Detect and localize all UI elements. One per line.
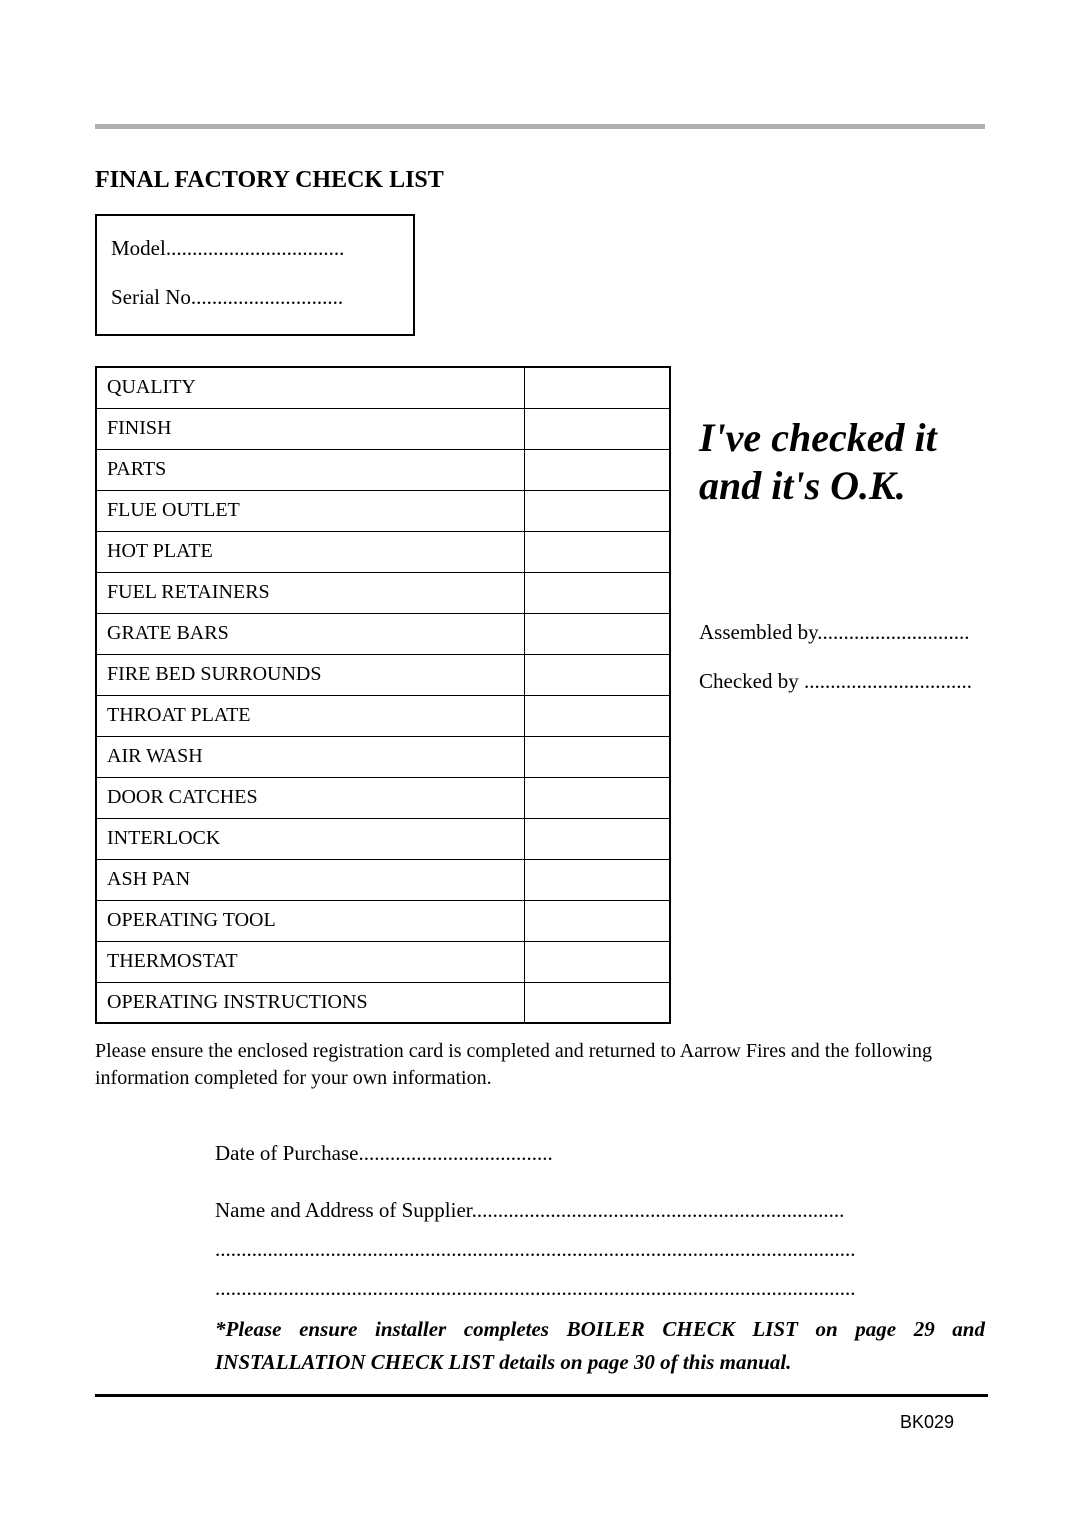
- ok-line-2: and it's O.K.: [699, 462, 972, 510]
- table-row: QUALITY: [96, 367, 670, 408]
- table-row: OPERATING INSTRUCTIONS: [96, 982, 670, 1023]
- checklist-item-label: THERMOSTAT: [96, 941, 524, 982]
- ok-line-1: I've checked it: [699, 414, 972, 462]
- checklist-item-checkbox[interactable]: [524, 408, 670, 449]
- checklist-item-label: INTERLOCK: [96, 818, 524, 859]
- serial-no-field[interactable]: Serial No.............................: [111, 285, 399, 310]
- purchase-info-block: Date of Purchase........................…: [215, 1134, 985, 1378]
- assembled-by-field[interactable]: Assembled by............................…: [699, 620, 972, 645]
- installer-note: *Please ensure installer completes BOILE…: [215, 1313, 985, 1378]
- checklist-item-label: FINISH: [96, 408, 524, 449]
- page-title: FINAL FACTORY CHECK LIST: [95, 167, 985, 194]
- checklist-item-label: GRATE BARS: [96, 613, 524, 654]
- model-serial-box: Model.................................. …: [95, 214, 415, 336]
- checklist-item-checkbox[interactable]: [524, 777, 670, 818]
- supplier-blank-line-2[interactable]: ........................................…: [215, 1269, 985, 1308]
- checklist-item-label: PARTS: [96, 449, 524, 490]
- checklist-table: QUALITYFINISHPARTSFLUE OUTLETHOT PLATEFU…: [95, 366, 671, 1024]
- checklist-item-checkbox[interactable]: [524, 490, 670, 531]
- checklist-item-checkbox[interactable]: [524, 654, 670, 695]
- main-row: QUALITYFINISHPARTSFLUE OUTLETHOT PLATEFU…: [95, 366, 985, 1024]
- bottom-horizontal-rule: [95, 1394, 988, 1397]
- checklist-item-checkbox[interactable]: [524, 572, 670, 613]
- checklist-item-checkbox[interactable]: [524, 941, 670, 982]
- table-row: FIRE BED SURROUNDS: [96, 654, 670, 695]
- checked-ok-text: I've checked it and it's O.K.: [699, 414, 972, 510]
- registration-note: Please ensure the enclosed registration …: [95, 1038, 985, 1092]
- table-row: GRATE BARS: [96, 613, 670, 654]
- checklist-item-label: ASH PAN: [96, 859, 524, 900]
- checklist-item-checkbox[interactable]: [524, 695, 670, 736]
- table-row: THROAT PLATE: [96, 695, 670, 736]
- table-row: FLUE OUTLET: [96, 490, 670, 531]
- table-row: FINISH: [96, 408, 670, 449]
- table-row: THERMOSTAT: [96, 941, 670, 982]
- table-row: OPERATING TOOL: [96, 900, 670, 941]
- table-row: FUEL RETAINERS: [96, 572, 670, 613]
- top-horizontal-rule: [95, 124, 985, 129]
- supplier-blank-line-1[interactable]: ........................................…: [215, 1230, 985, 1269]
- checklist-item-checkbox[interactable]: [524, 982, 670, 1023]
- date-of-purchase-field[interactable]: Date of Purchase........................…: [215, 1134, 985, 1173]
- checklist-item-label: OPERATING TOOL: [96, 900, 524, 941]
- checklist-item-checkbox[interactable]: [524, 613, 670, 654]
- table-row: ASH PAN: [96, 859, 670, 900]
- table-row: INTERLOCK: [96, 818, 670, 859]
- checklist-item-label: QUALITY: [96, 367, 524, 408]
- table-row: DOOR CATCHES: [96, 777, 670, 818]
- checklist-item-label: HOT PLATE: [96, 531, 524, 572]
- checklist-item-checkbox[interactable]: [524, 736, 670, 777]
- checklist-item-label: THROAT PLATE: [96, 695, 524, 736]
- checklist-item-checkbox[interactable]: [524, 531, 670, 572]
- checklist-item-checkbox[interactable]: [524, 900, 670, 941]
- checked-by-field[interactable]: Checked by .............................…: [699, 669, 972, 694]
- checklist-item-checkbox[interactable]: [524, 859, 670, 900]
- model-field[interactable]: Model..................................: [111, 236, 399, 261]
- checklist-item-checkbox[interactable]: [524, 367, 670, 408]
- checklist-item-label: FLUE OUTLET: [96, 490, 524, 531]
- table-row: PARTS: [96, 449, 670, 490]
- page-container: FINAL FACTORY CHECK LIST Model..........…: [0, 0, 1080, 1438]
- document-code: BK029: [900, 1412, 954, 1433]
- table-row: HOT PLATE: [96, 531, 670, 572]
- checklist-item-checkbox[interactable]: [524, 818, 670, 859]
- checklist-item-label: DOOR CATCHES: [96, 777, 524, 818]
- checklist-item-label: AIR WASH: [96, 736, 524, 777]
- checklist-item-label: FUEL RETAINERS: [96, 572, 524, 613]
- supplier-name-address-field[interactable]: Name and Address of Supplier............…: [215, 1191, 985, 1230]
- side-column: I've checked it and it's O.K. Assembled …: [699, 366, 972, 718]
- checklist-item-checkbox[interactable]: [524, 449, 670, 490]
- checklist-item-label: FIRE BED SURROUNDS: [96, 654, 524, 695]
- checklist-item-label: OPERATING INSTRUCTIONS: [96, 982, 524, 1023]
- table-row: AIR WASH: [96, 736, 670, 777]
- checklist-body: QUALITYFINISHPARTSFLUE OUTLETHOT PLATEFU…: [96, 367, 670, 1023]
